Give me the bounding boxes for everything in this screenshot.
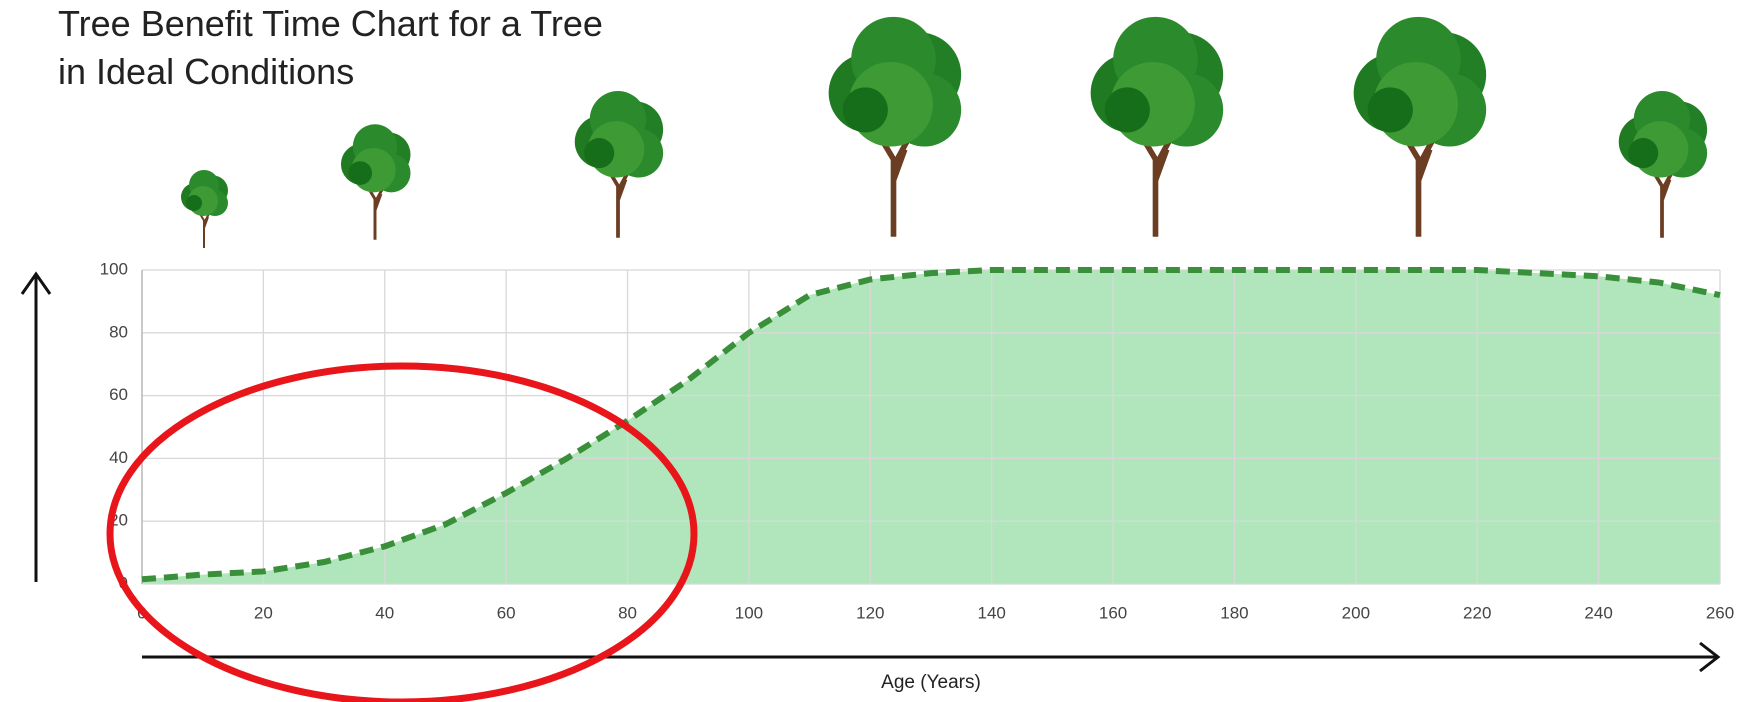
x-tick-label: 40: [375, 603, 394, 622]
tree-icon: [1616, 89, 1709, 238]
x-tick-label: 160: [1099, 603, 1127, 622]
x-tick-label: 220: [1463, 603, 1491, 622]
x-tick-label: 60: [497, 603, 516, 622]
x-axis-label: Age (Years): [881, 672, 981, 693]
x-tick-label: 140: [978, 603, 1006, 622]
tree-icon: [572, 89, 665, 238]
tree-icon: [1354, 17, 1487, 237]
x-tick-label: 240: [1584, 603, 1612, 622]
x-tick-label: 100: [735, 603, 763, 622]
tree-icon: [829, 17, 962, 237]
y-tick-label: 60: [109, 385, 128, 404]
x-tick-label: 200: [1342, 603, 1370, 622]
area-fill: [142, 270, 1720, 584]
x-tick-label: 80: [618, 603, 637, 622]
tree-icon: [180, 169, 229, 248]
chart-title: Tree Benefit Time Chart for a Tree in Id…: [58, 3, 603, 92]
y-arrow-head: [20, 271, 52, 295]
benefit-line: [141, 267, 1721, 583]
x-tick-label: 260: [1706, 603, 1734, 622]
highlight-ellipse: [106, 362, 698, 702]
y-tick-label: 40: [109, 448, 128, 467]
y-tick-label: 80: [109, 322, 128, 341]
x-arrow-head: [1699, 641, 1721, 673]
tree-icon: [1091, 17, 1224, 237]
x-tick-label: 180: [1220, 603, 1248, 622]
x-tick-label: 120: [856, 603, 884, 622]
axis-arrows: [20, 271, 1721, 673]
tree-icon: [339, 122, 412, 240]
x-tick-label: 20: [254, 603, 273, 622]
y-tick-label: 100: [100, 259, 128, 278]
